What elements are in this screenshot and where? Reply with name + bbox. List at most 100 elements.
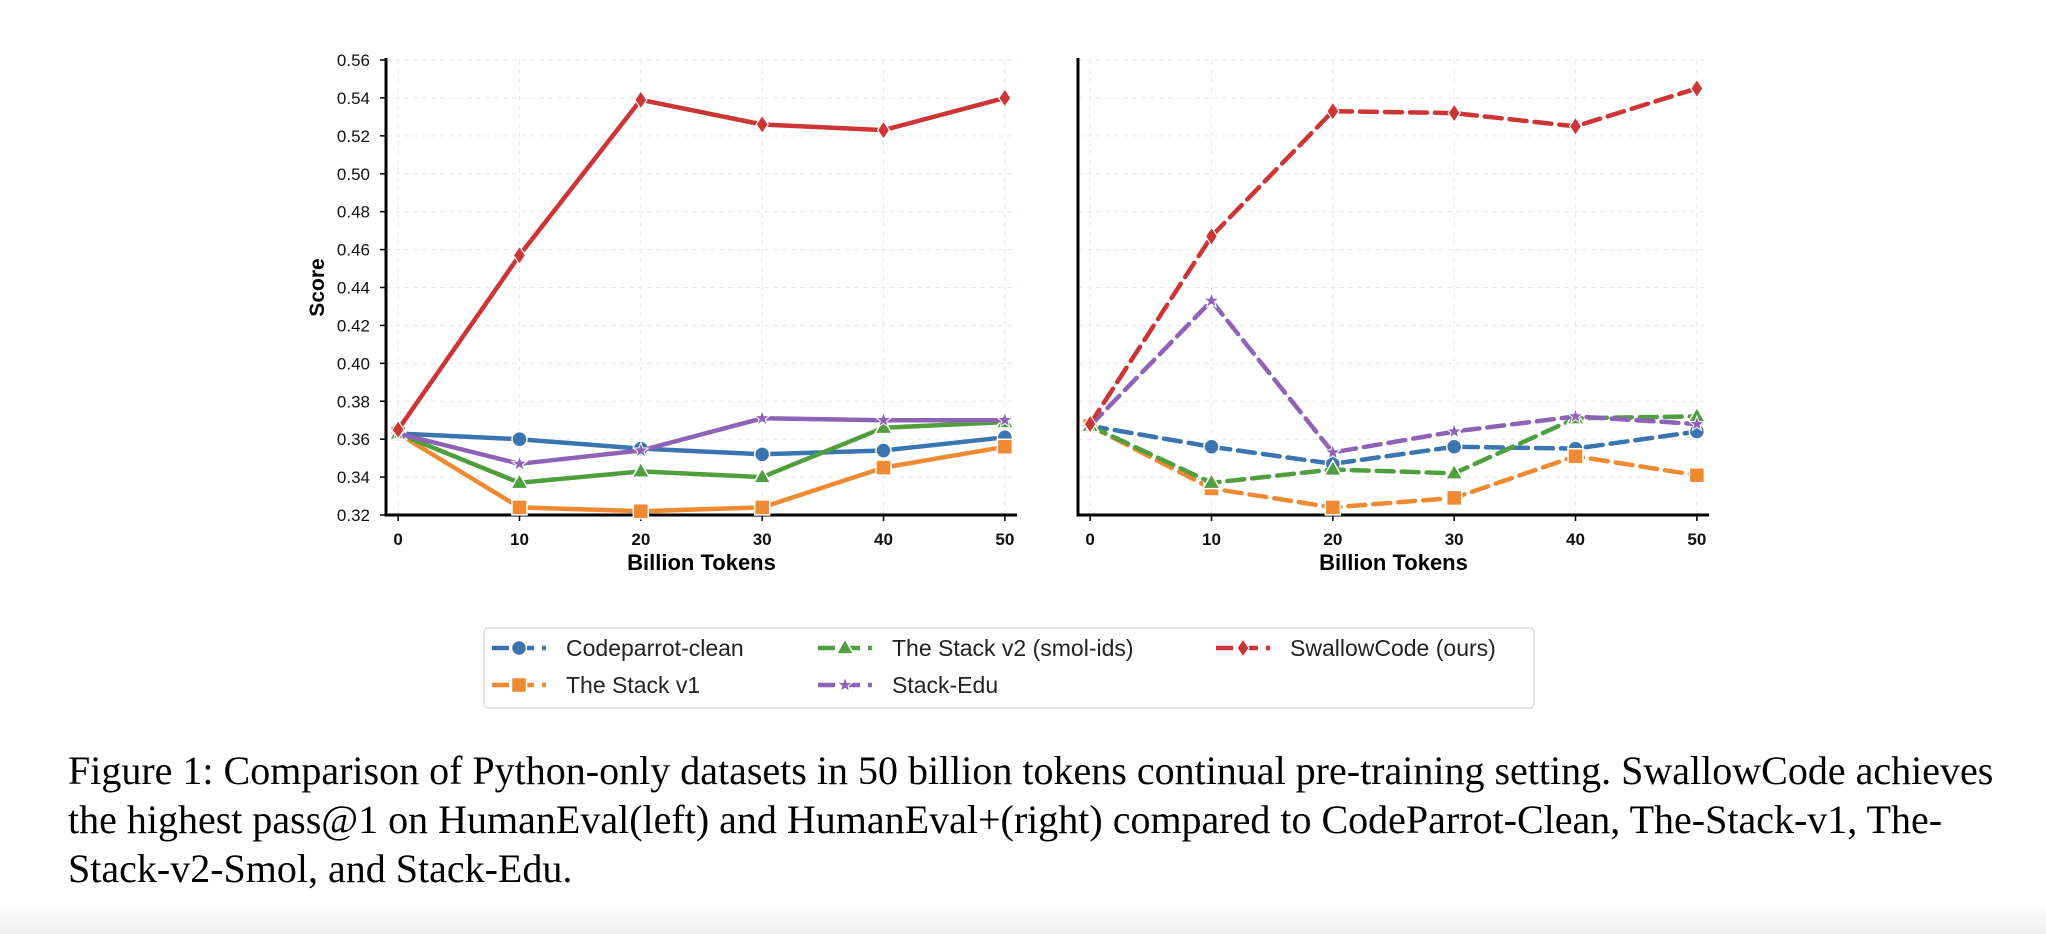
data-point <box>1445 438 1463 455</box>
y-tick-label: 0.38 <box>337 392 370 411</box>
x-tick-label: 0 <box>1085 530 1094 549</box>
series-line <box>395 419 1008 486</box>
legend-item: SwallowCode (ours) <box>1216 635 1496 661</box>
series-swallowcode-ours <box>391 87 1012 440</box>
y-tick-label: 0.46 <box>337 241 370 260</box>
legend-marker <box>1236 637 1250 659</box>
y-tick-label: 0.32 <box>337 506 370 525</box>
data-point <box>875 442 892 459</box>
data-point <box>1445 422 1464 440</box>
y-axis-label: Score <box>306 258 329 316</box>
y-tick-label: 0.36 <box>337 430 370 449</box>
data-point <box>631 441 650 459</box>
x-tick-label: 40 <box>1566 530 1585 549</box>
series-line <box>395 431 1008 514</box>
legend-label: SwallowCode (ours) <box>1290 635 1496 661</box>
data-point <box>995 410 1014 428</box>
series-line <box>1087 86 1700 427</box>
x-tick-label: 20 <box>631 530 650 549</box>
y-tick-label: 0.44 <box>337 279 370 298</box>
data-point <box>875 459 892 476</box>
data-point <box>511 499 528 516</box>
y-tick-label: 0.56 <box>337 51 370 70</box>
series-line <box>395 431 1008 457</box>
data-point <box>874 410 893 428</box>
legend: Codeparrot-clean The Stack v1 The Stack v2… <box>483 627 1535 709</box>
bottom-shade <box>0 900 2046 934</box>
data-point <box>512 245 527 266</box>
data-point <box>1201 472 1222 490</box>
data-point <box>1568 116 1583 137</box>
legend-label: Codeparrot-clean <box>566 635 744 661</box>
data-point <box>632 502 650 520</box>
legend-item: The Stack v1 <box>492 672 700 698</box>
data-point <box>630 460 651 478</box>
panel-left: 0.32 0.34 0.36 0.38 0.40 0.42 0.44 0.46 0.48 0.50… <box>306 51 1017 575</box>
panel-right: 0 10 20 30 40 50 Billion Tokens <box>1076 58 1709 575</box>
data-point <box>1323 442 1342 461</box>
series-line <box>1087 423 1700 467</box>
series-stack-edu <box>1081 291 1706 461</box>
data-point <box>1203 438 1220 455</box>
data-point <box>1567 447 1584 465</box>
legend-marker <box>835 637 855 655</box>
data-point <box>752 466 773 484</box>
x-tick-label: 30 <box>753 530 772 549</box>
data-point <box>1322 458 1343 477</box>
figure-caption: Figure 1: Comparison of Python-only data… <box>68 748 1994 891</box>
data-point <box>1083 413 1097 435</box>
x-tick-label: 50 <box>995 530 1014 549</box>
x-tick-label: 40 <box>874 530 893 549</box>
y-tick-label: 0.34 <box>337 468 370 487</box>
series-line <box>395 416 1008 467</box>
x-axis-label: Billion Tokens <box>1319 550 1468 575</box>
legend-label: Stack-Edu <box>892 672 998 698</box>
series-line <box>1087 298 1700 455</box>
data-point <box>391 419 405 440</box>
x-tick-label: 0 <box>393 530 402 549</box>
data-point <box>1324 499 1342 516</box>
legend-item: The Stack v2 (smol-ids) <box>818 635 1134 661</box>
data-point <box>1566 406 1585 425</box>
y-tick-label: 0.48 <box>337 203 370 222</box>
series-codeparrot-clean <box>1081 417 1706 473</box>
data-point <box>510 454 529 472</box>
x-tick-label: 10 <box>510 530 529 549</box>
data-point <box>1690 78 1704 99</box>
data-point <box>634 89 648 110</box>
data-point <box>998 87 1012 108</box>
y-tick-label: 0.54 <box>337 89 370 108</box>
x-tick-label: 20 <box>1323 530 1342 549</box>
data-point <box>1202 291 1221 309</box>
legend-box <box>483 627 1535 709</box>
data-point <box>753 499 771 516</box>
series-swallowcode-ours <box>1083 78 1704 435</box>
data-point <box>996 438 1014 455</box>
data-point <box>755 114 769 135</box>
series-line <box>1087 423 1700 510</box>
legend-item: Stack-Edu <box>818 672 998 698</box>
y-tick-label: 0.40 <box>337 354 370 373</box>
data-point <box>511 430 528 448</box>
data-point <box>1444 462 1465 480</box>
y-tick-label: 0.50 <box>337 165 370 184</box>
x-tick-label: 10 <box>1202 530 1221 549</box>
legend-label: The Stack v1 <box>566 672 700 698</box>
series-line <box>395 95 1008 432</box>
y-tick-label: 0.52 <box>337 127 370 146</box>
x-tick-label: 50 <box>1687 530 1706 549</box>
data-point <box>753 408 772 426</box>
legend-marker <box>510 676 528 694</box>
data-point <box>1445 489 1463 507</box>
data-point <box>753 446 771 463</box>
legend-marker <box>510 639 528 657</box>
data-point <box>1688 466 1706 484</box>
legend-label: The Stack v2 (smol-ids) <box>892 635 1134 661</box>
x-tick-label: 30 <box>1445 530 1464 549</box>
x-axis-label: Billion Tokens <box>627 550 776 575</box>
data-point <box>1326 101 1340 122</box>
series-the-stack-v1 <box>1081 417 1706 516</box>
legend-marker <box>835 675 855 693</box>
legend-item: Codeparrot-clean <box>492 635 744 661</box>
